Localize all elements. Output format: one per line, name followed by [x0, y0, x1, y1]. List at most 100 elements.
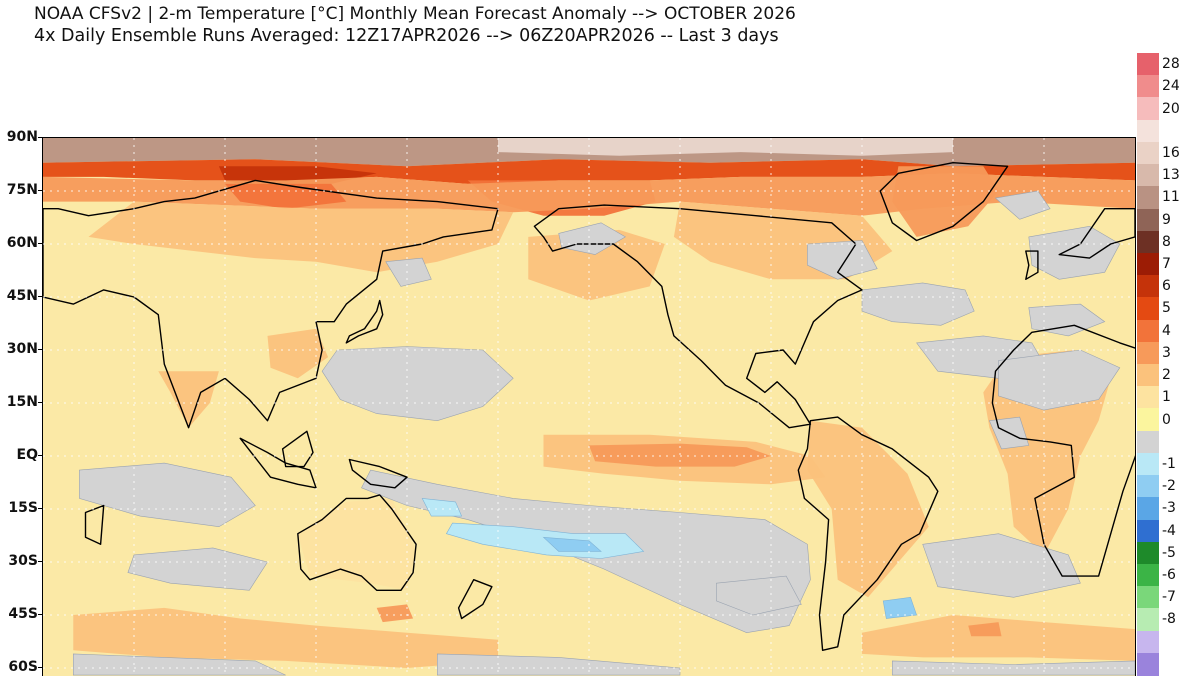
colorbar-swatch [1137, 141, 1159, 165]
anomaly-region-se-china-orange [267, 328, 329, 379]
colorbar-swatch [1137, 452, 1159, 476]
lat-label: 45S [8, 606, 38, 622]
colorbar-label: 28 [1162, 56, 1180, 73]
coast-australia [297, 494, 417, 591]
coast-new-guinea [348, 458, 408, 489]
anomaly-region-greenland-orange [892, 166, 999, 237]
colorbar-label: 13 [1162, 167, 1180, 184]
coast-north-america [533, 204, 863, 429]
coast-scandinavia [1058, 207, 1135, 259]
lat-label: 60S [8, 659, 38, 675]
coast-eurasia [43, 179, 499, 429]
map-subtitle: 4x Daily Ensemble Runs Averaged: 12Z17AP… [34, 26, 779, 46]
colorbar-swatch [1137, 230, 1159, 254]
lat-label: 90N [6, 129, 38, 145]
colorbar-swatch [1137, 475, 1159, 498]
lat-tick [38, 137, 42, 138]
colorbar-swatch [1137, 364, 1159, 387]
colorbar-label: 9 [1162, 211, 1171, 228]
colorbar-swatch [1137, 497, 1159, 521]
colorbar-label: 3 [1162, 344, 1171, 361]
neutral-region-south-atlantic-neutral [922, 533, 1081, 598]
neutral-region-southern-ocean-neutral-1 [72, 653, 286, 676]
lat-tick [38, 614, 42, 615]
anomaly-region-arctic-cap-light [498, 138, 953, 156]
colorbar-swatch [1137, 275, 1159, 298]
colorbar-swatch [1137, 630, 1159, 654]
colorbar [1137, 53, 1159, 676]
cool-region-coral-sea-cool [421, 498, 463, 517]
coast-japan [345, 299, 384, 344]
colorbar-swatch [1137, 541, 1159, 565]
coast-new-zealand [457, 579, 493, 620]
colorbar-label: 20 [1162, 100, 1180, 117]
anomaly-region-enso-core [589, 443, 771, 467]
lat-tick [38, 402, 42, 403]
lat-label: 15S [8, 500, 38, 516]
lat-label: 30S [8, 553, 38, 569]
colorbar-swatch [1137, 208, 1159, 232]
lat-tick [38, 190, 42, 191]
colorbar-label: -7 [1162, 589, 1176, 606]
colorbar-swatch [1137, 119, 1159, 143]
colorbar-label: 8 [1162, 233, 1171, 250]
anomaly-region-south-ocean-orange-1 [73, 607, 499, 668]
anomaly-region-tiny-orange-1 [376, 604, 414, 623]
colorbar-swatch [1137, 186, 1159, 210]
cool-region-south-pacific-cool-core [542, 536, 602, 552]
lat-tick [38, 508, 42, 509]
colorbar-swatch [1137, 386, 1159, 410]
lat-label: 60N [6, 235, 38, 251]
lat-tick [38, 455, 42, 456]
lat-label: EQ [16, 447, 38, 463]
colorbar-swatch [1137, 341, 1159, 365]
map-title: NOAA CFSv2 | 2-m Temperature [°C] Monthl… [34, 4, 796, 24]
lat-tick [38, 349, 42, 350]
anomaly-region-south-america-warm [807, 420, 929, 598]
colorbar-swatch [1137, 563, 1159, 587]
colorbar-label: -2 [1162, 478, 1176, 495]
colorbar-swatch [1137, 297, 1159, 321]
colorbar-label: 7 [1162, 256, 1171, 273]
colorbar-swatch [1137, 53, 1159, 76]
coast-borneo [281, 430, 314, 468]
colorbar-label: 24 [1162, 78, 1180, 95]
colorbar-swatch [1137, 408, 1159, 432]
coast-madagascar [84, 504, 105, 545]
colorbar-swatch [1137, 652, 1159, 676]
neutral-region-mediterranean-neutral [1028, 303, 1106, 337]
colorbar-swatch [1137, 164, 1159, 187]
anomaly-region-tiny-orange-2 [968, 622, 1002, 637]
neutral-region-sea-of-okhotsk-neutral [385, 257, 432, 287]
anomaly-region-australia-warm [297, 498, 417, 591]
anomaly-region-south-ocean-orange-2 [862, 615, 1135, 661]
colorbar-label: -5 [1162, 544, 1176, 561]
colorbar-swatch [1137, 97, 1159, 121]
lat-tick [38, 296, 42, 297]
neutral-region-west-pacific-neutral [321, 346, 514, 422]
neutral-region-alaska-neutral [558, 222, 626, 255]
colorbar-swatch [1137, 430, 1159, 454]
lat-label: 75N [6, 182, 38, 198]
anomaly-map [42, 137, 1136, 676]
coast-uk [1025, 250, 1039, 281]
colorbar-swatch [1137, 319, 1159, 343]
coast-south-america [797, 416, 939, 651]
lat-label: 45N [6, 288, 38, 304]
lat-tick [38, 561, 42, 562]
anomaly-map-canvas [43, 138, 1135, 676]
colorbar-label: 2 [1162, 367, 1171, 384]
colorbar-label: 6 [1162, 278, 1171, 295]
cool-region-argentine-basin-cool [882, 596, 918, 619]
colorbar-swatch [1137, 519, 1159, 543]
colorbar-label: -6 [1162, 567, 1176, 584]
neutral-region-indian-ocean-neutral-2 [127, 547, 268, 591]
colorbar-label: -8 [1162, 611, 1176, 628]
colorbar-swatch [1137, 586, 1159, 609]
colorbar-label: 1 [1162, 389, 1171, 406]
colorbar-label: -1 [1162, 455, 1176, 472]
coast-africa [991, 324, 1135, 577]
colorbar-label: 0 [1162, 411, 1171, 428]
anomaly-region-mid-lat-orange-asia [88, 201, 514, 273]
neutral-region-north-atlantic-neutral-1 [861, 282, 975, 326]
